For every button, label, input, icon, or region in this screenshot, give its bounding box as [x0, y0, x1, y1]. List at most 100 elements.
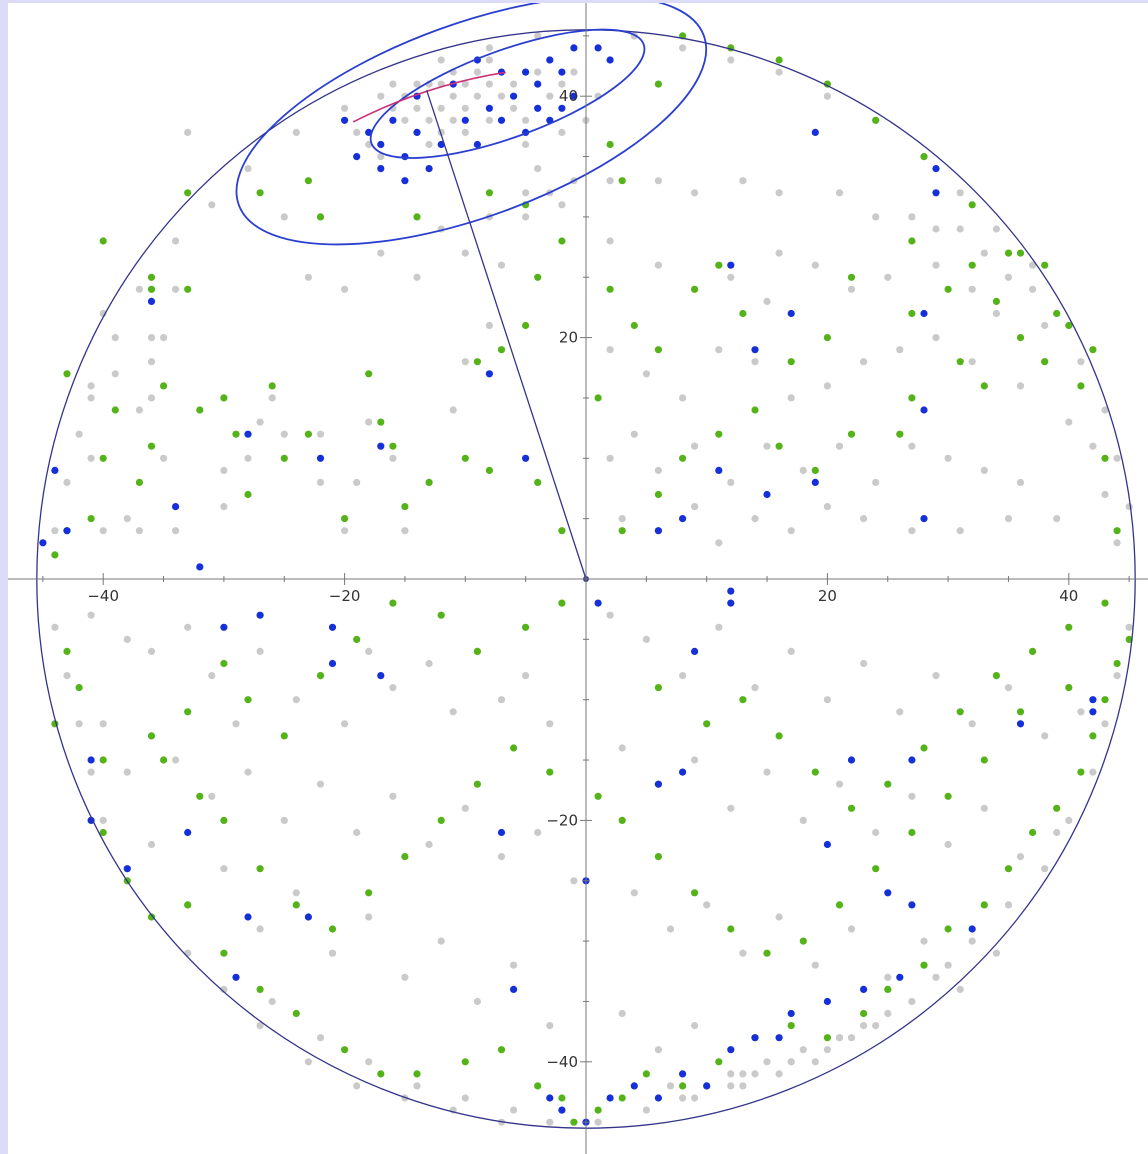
data-point-gray — [425, 140, 433, 149]
data-point-green — [1029, 828, 1037, 837]
data-point-green — [280, 454, 288, 462]
data-point-green — [654, 684, 663, 692]
data-point-gray — [510, 80, 518, 88]
data-point-green — [377, 418, 385, 426]
data-point-gray — [220, 865, 228, 873]
data-point-gray — [908, 792, 916, 800]
data-point-gray — [51, 623, 59, 631]
data-point-gray — [244, 768, 252, 776]
data-point-green — [389, 599, 397, 607]
data-point-gray — [87, 611, 95, 619]
data-point-green — [1053, 309, 1061, 318]
data-point-gray — [497, 92, 506, 100]
data-point-green — [703, 720, 711, 728]
data-point-green — [618, 527, 626, 535]
data-point-gray — [823, 1046, 832, 1054]
data-point-green — [184, 901, 192, 909]
data-point-gray — [956, 225, 964, 233]
data-point-gray — [968, 937, 976, 945]
data-point-gray — [691, 1094, 699, 1102]
data-point-green — [1101, 454, 1109, 462]
data-point-gray — [522, 116, 530, 124]
data-point-green — [292, 901, 300, 909]
data-point-gray — [944, 961, 952, 969]
data-point-blue — [425, 165, 433, 173]
data-point-green — [654, 853, 663, 861]
data-point-gray — [111, 334, 119, 342]
data-point-blue — [546, 56, 554, 64]
data-point-gray — [425, 659, 433, 668]
data-point-green — [908, 309, 916, 318]
data-point-blue — [703, 1082, 711, 1090]
data-point-gray — [365, 1058, 373, 1066]
data-point-green — [618, 816, 626, 825]
data-point-gray — [365, 913, 373, 921]
data-point-gray — [1089, 442, 1097, 450]
data-point-green — [341, 515, 349, 523]
data-point-gray — [956, 527, 964, 535]
data-point-gray — [461, 804, 469, 812]
data-point-green — [642, 1070, 651, 1078]
data-point-green — [884, 985, 892, 994]
data-point-green — [413, 1070, 421, 1078]
data-point-gray — [280, 430, 288, 438]
data-point-blue — [328, 659, 337, 668]
x-tick-label: 20 — [818, 587, 837, 605]
data-point-blue — [823, 840, 832, 849]
data-point-gray — [956, 985, 964, 994]
data-point-green — [908, 394, 916, 402]
data-point-blue — [147, 297, 156, 305]
data-point-green — [244, 490, 252, 499]
data-point-gray — [908, 213, 916, 221]
data-point-green — [1041, 358, 1049, 366]
data-point-green — [328, 925, 337, 933]
data-point-blue — [860, 985, 868, 994]
data-point-blue — [823, 997, 832, 1006]
data-point-blue — [534, 80, 542, 88]
y-tick-label: 40 — [559, 87, 578, 105]
data-point-gray — [534, 68, 542, 76]
data-point-green — [799, 937, 807, 945]
data-point-blue — [920, 406, 928, 414]
data-point-gray — [1101, 720, 1109, 728]
data-point-gray — [485, 80, 493, 88]
data-point-blue — [232, 973, 240, 981]
data-point-gray — [208, 201, 216, 209]
data-point-gray — [461, 128, 469, 136]
data-point-gray — [522, 213, 530, 221]
data-point-gray — [341, 285, 349, 293]
data-point-green — [606, 140, 614, 149]
data-point-gray — [473, 997, 481, 1006]
data-point-green — [220, 949, 228, 957]
data-point-green — [1089, 732, 1097, 740]
data-point-gray — [546, 1022, 554, 1030]
data-point-gray — [558, 128, 566, 136]
data-point-green — [316, 672, 325, 680]
data-point-gray — [896, 708, 904, 716]
data-point-gray — [739, 177, 747, 185]
data-point-blue — [244, 430, 252, 438]
data-point-green — [160, 382, 168, 390]
data-point-gray — [123, 515, 131, 523]
data-point-gray — [172, 285, 180, 293]
data-point-green — [63, 647, 71, 656]
data-point-gray — [739, 949, 747, 957]
data-point-green — [256, 189, 264, 197]
data-point-gray — [860, 659, 868, 668]
data-point-gray — [208, 792, 216, 800]
data-point-gray — [570, 877, 578, 885]
data-point-green — [1077, 382, 1085, 390]
data-point-gray — [316, 780, 325, 788]
data-point-green — [1065, 623, 1073, 631]
data-point-blue — [570, 92, 578, 100]
data-point-gray — [1125, 623, 1133, 631]
data-point-gray — [835, 442, 844, 450]
data-point-green — [775, 56, 783, 64]
data-point-blue — [908, 756, 916, 764]
data-point-gray — [751, 358, 759, 366]
data-point-gray — [980, 466, 988, 474]
data-point-green — [292, 1009, 300, 1018]
data-point-gray — [642, 635, 651, 644]
data-point-gray — [220, 503, 228, 511]
data-point-green — [244, 696, 252, 704]
